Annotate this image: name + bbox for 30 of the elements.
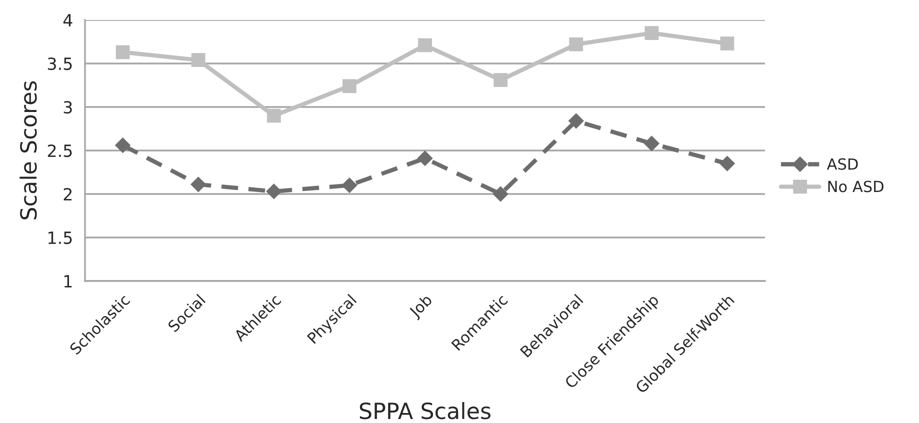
y-axis-title: Scale Scores xyxy=(20,81,37,220)
point xyxy=(644,26,659,40)
y-tick-label: 3.5 xyxy=(48,57,72,70)
x-axis-title: SPPA Scales xyxy=(360,402,490,420)
y-tick-label: 2 xyxy=(64,188,72,200)
x-tick-label: Job xyxy=(408,293,435,320)
point xyxy=(719,156,736,172)
point xyxy=(644,136,660,152)
point xyxy=(417,150,433,166)
point xyxy=(114,137,131,154)
point xyxy=(568,113,584,129)
y-tick-label: 1 xyxy=(64,275,72,288)
y-tick-label: 1.5 xyxy=(48,232,72,244)
point xyxy=(116,45,130,60)
point xyxy=(191,53,206,67)
legend-label: ASD xyxy=(826,158,858,170)
point xyxy=(418,38,432,52)
y-tick-label: 2.5 xyxy=(48,144,72,158)
point xyxy=(720,36,734,50)
legend-label: No ASD xyxy=(828,180,884,192)
y-tick-label: 4 xyxy=(63,14,72,26)
point xyxy=(266,184,282,200)
point xyxy=(342,79,356,94)
point xyxy=(492,186,508,202)
y-tick-label: 3 xyxy=(64,100,72,114)
point xyxy=(266,108,281,123)
point xyxy=(190,176,206,192)
point xyxy=(494,73,508,87)
point xyxy=(342,177,358,194)
point xyxy=(569,37,584,52)
